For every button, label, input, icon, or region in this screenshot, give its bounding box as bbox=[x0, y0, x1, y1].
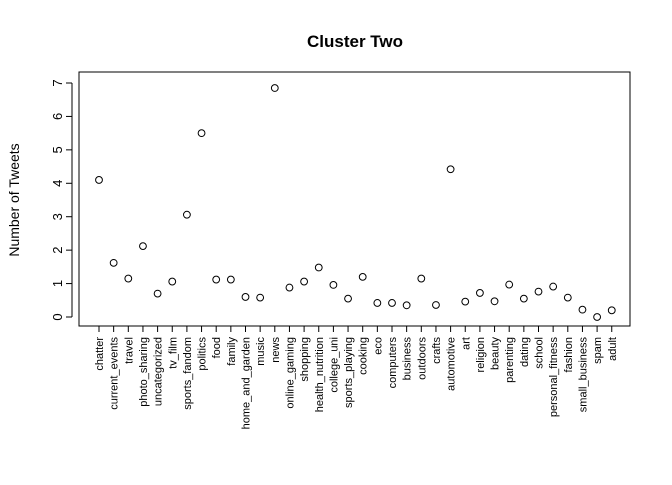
x-axis: chatter current_events travel photo_sharing… bbox=[94, 325, 619, 429]
data-point bbox=[519, 294, 528, 303]
x-tick-label: crafts bbox=[431, 337, 443, 364]
data-point bbox=[432, 301, 440, 309]
data-point bbox=[270, 84, 279, 92]
data-point bbox=[256, 293, 265, 302]
x-tick-label: tv_film bbox=[167, 337, 179, 369]
data-point bbox=[139, 242, 147, 251]
x-tick-label: fashion bbox=[563, 337, 575, 372]
data-point bbox=[300, 277, 309, 286]
x-tick-label: sports_playing bbox=[343, 337, 355, 408]
data-point bbox=[578, 305, 587, 314]
data-points bbox=[95, 84, 616, 321]
x-tick-label: travel bbox=[123, 337, 135, 364]
plot-box bbox=[78, 71, 631, 327]
x-tick-label: current_events bbox=[109, 337, 121, 410]
x-tick-label: parenting bbox=[504, 337, 516, 383]
data-point bbox=[183, 210, 191, 219]
data-point bbox=[593, 313, 601, 321]
data-point bbox=[607, 306, 616, 315]
x-tick-label: beauty bbox=[490, 337, 502, 371]
x-tick-label: spam bbox=[592, 337, 604, 364]
data-point bbox=[197, 129, 206, 138]
y-tick-label: 4 bbox=[50, 180, 65, 187]
x-tick-label: outdoors bbox=[416, 337, 428, 380]
x-tick-label: chatter bbox=[94, 337, 106, 371]
data-point bbox=[212, 275, 221, 284]
x-tick-label: food bbox=[211, 337, 223, 358]
data-point bbox=[95, 176, 103, 184]
x-tick-label: automotive bbox=[446, 337, 458, 391]
y-tick-label: 5 bbox=[50, 146, 65, 153]
x-tick-label: dating bbox=[519, 337, 531, 367]
x-tick-label: sports_fandom bbox=[182, 337, 194, 410]
data-point bbox=[446, 165, 455, 174]
data-point bbox=[563, 293, 572, 302]
x-tick-label: school bbox=[534, 337, 546, 369]
data-point bbox=[534, 287, 543, 296]
data-point bbox=[314, 263, 323, 272]
y-tick-label: 0 bbox=[50, 313, 65, 320]
x-tick-label: news bbox=[270, 337, 282, 363]
y-tick-label: 1 bbox=[50, 280, 65, 287]
data-point bbox=[505, 280, 514, 289]
x-tick-label: art bbox=[460, 337, 472, 350]
data-point bbox=[109, 258, 118, 267]
x-tick-label: computers bbox=[387, 337, 399, 389]
x-tick-label: cooking bbox=[358, 337, 370, 375]
y-axis: 0 1 2 3 4 5 6 7 bbox=[50, 79, 73, 321]
data-point bbox=[417, 274, 426, 283]
data-point bbox=[549, 282, 558, 291]
x-tick-label: business bbox=[402, 337, 414, 381]
x-tick-label: online_gaming bbox=[284, 337, 296, 409]
x-tick-label: small_business bbox=[577, 337, 589, 413]
data-point bbox=[358, 272, 367, 281]
data-point bbox=[168, 277, 177, 286]
y-tick-label: 3 bbox=[50, 213, 65, 220]
chart-title: Cluster Two bbox=[307, 32, 403, 51]
data-point bbox=[461, 297, 470, 306]
x-tick-label: shopping bbox=[299, 337, 311, 382]
x-tick-label: eco bbox=[372, 337, 384, 355]
y-tick-label: 6 bbox=[50, 113, 65, 120]
x-tick-label: family bbox=[226, 337, 238, 366]
data-point bbox=[226, 275, 235, 284]
data-point bbox=[373, 299, 382, 307]
data-point bbox=[153, 289, 162, 298]
x-tick-label: home_and_garden bbox=[241, 337, 253, 429]
data-point bbox=[241, 293, 250, 301]
x-tick-label: religion bbox=[475, 337, 487, 372]
data-point bbox=[124, 274, 133, 283]
data-point bbox=[490, 297, 499, 306]
data-point bbox=[344, 294, 352, 303]
y-tick-label: 2 bbox=[50, 247, 65, 254]
x-tick-label: adult bbox=[607, 337, 619, 361]
x-tick-label: music bbox=[255, 337, 267, 366]
x-tick-label: uncategorized bbox=[153, 337, 165, 406]
data-point bbox=[476, 289, 484, 297]
y-axis-label: Number of Tweets bbox=[6, 143, 22, 256]
y-tick-label: 7 bbox=[50, 79, 65, 86]
data-point bbox=[388, 299, 396, 307]
data-point bbox=[402, 301, 411, 310]
data-point bbox=[329, 281, 338, 289]
x-tick-label: college_uni bbox=[328, 337, 340, 393]
x-tick-label: health_nutrition bbox=[314, 337, 326, 412]
x-tick-label: photo_sharing bbox=[138, 337, 150, 407]
x-tick-label: personal_fitness bbox=[548, 337, 560, 418]
data-point bbox=[285, 283, 294, 292]
x-tick-label: politics bbox=[197, 337, 209, 371]
